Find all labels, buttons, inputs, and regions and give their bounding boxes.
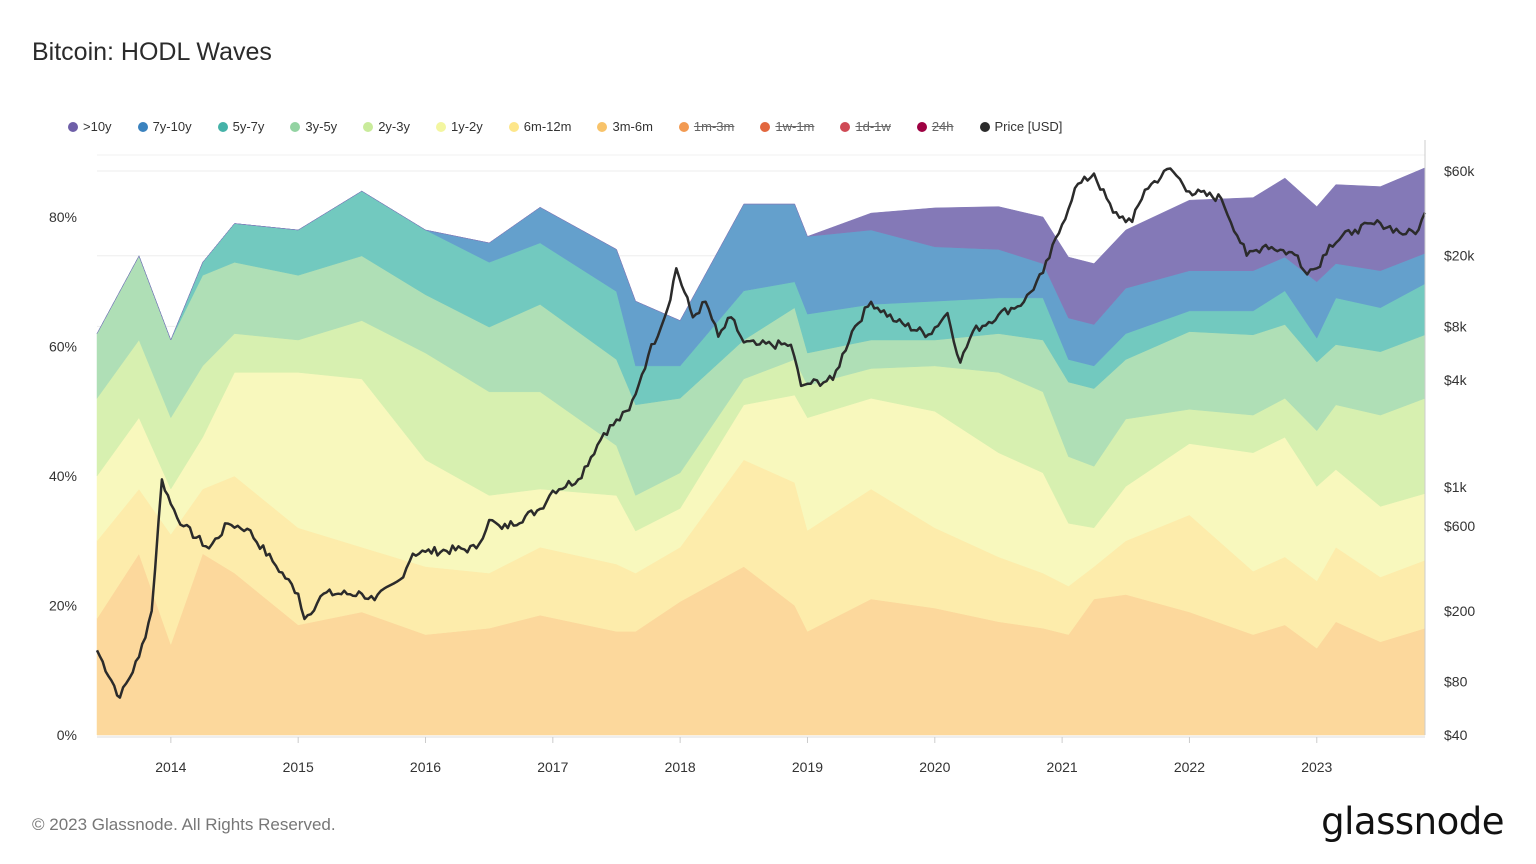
- legend-dot-icon: [290, 121, 301, 132]
- glassnode-logo[interactable]: glassnode: [1321, 800, 1504, 843]
- y-right-tick-label: $80: [1444, 674, 1468, 690]
- y-right-tick-label: $4k: [1444, 372, 1468, 388]
- x-tick-label: 2019: [792, 759, 823, 775]
- y-right-tick-label: $60k: [1444, 163, 1475, 179]
- x-tick-label: 2018: [665, 759, 696, 775]
- legend-item-2y-3y[interactable]: 2y-3y: [363, 119, 410, 134]
- legend-dot-icon: [137, 121, 148, 132]
- legend-item-1y-2y[interactable]: 1y-2y: [435, 119, 483, 134]
- x-tick-label: 2021: [1047, 759, 1078, 775]
- y-left-tick-label: 60%: [49, 339, 77, 355]
- legend-dot-icon: [217, 121, 228, 132]
- legend-dot-icon: [840, 121, 851, 132]
- legend-dot-icon: [597, 121, 608, 132]
- legend-label: 6m-12m: [523, 119, 572, 134]
- y-left-tick-label: 20%: [49, 598, 77, 614]
- x-axis: 2014 2015 2016 2017 2018 2019 2020 2021 2022 2023: [97, 736, 1425, 775]
- legend-item-7y-10y[interactable]: 7y-10y: [137, 119, 192, 134]
- y-right-tick-label: $40: [1444, 727, 1468, 743]
- legend-label: >10y: [83, 119, 112, 134]
- y-right-tick-label: $20k: [1444, 248, 1475, 264]
- y-left-tick-label: 40%: [49, 468, 77, 484]
- y-right-tick-label: $600: [1444, 518, 1475, 534]
- legend-dot-icon: [363, 121, 374, 132]
- legend-label: 24h: [931, 119, 954, 134]
- chart-title: Bitcoin: HODL Waves: [32, 38, 272, 66]
- legend-item-3y-5y[interactable]: 3y-5y: [290, 119, 337, 134]
- copyright-text: © 2023 Glassnode. All Rights Reserved.: [32, 815, 336, 834]
- legend-label: 1y-2y: [450, 119, 483, 134]
- x-tick-label: 2015: [283, 759, 314, 775]
- x-tick-label: 2022: [1174, 759, 1205, 775]
- legend-item-price-usd[interactable]: Price [USD]: [979, 119, 1063, 134]
- legend-label: 3m-6m: [612, 119, 653, 134]
- legend-item-6m-12m[interactable]: 6m-12m: [508, 119, 572, 134]
- legend-label: 1m-3m: [693, 119, 735, 134]
- price-line[interactable]: [95, 167, 1427, 699]
- x-tick-label: 2017: [537, 759, 568, 775]
- legend-item-1d-1w[interactable]: 1d-1w: [840, 119, 891, 134]
- legend-label: 2y-3y: [378, 119, 410, 134]
- right-axis: $40 $80 $200 $600 $1k $4k $8k $20k $60k: [1424, 140, 1475, 743]
- price-line-group: [95, 167, 1427, 699]
- y-right-tick-label: $8k: [1444, 318, 1468, 334]
- y-right-tick-label: $200: [1444, 603, 1475, 619]
- legend-dot-icon: [916, 121, 927, 132]
- x-tick-label: 2020: [919, 759, 950, 775]
- left-axis: 0% 20% 40% 60% 80%: [49, 209, 77, 743]
- y-left-tick-label: 0%: [57, 727, 77, 743]
- legend-item-3m-6m[interactable]: 3m-6m: [597, 119, 653, 134]
- legend-dot-icon: [979, 121, 990, 132]
- y-right-tick-label: $1k: [1444, 479, 1468, 495]
- legend-item-1w-1m[interactable]: 1w-1m: [760, 119, 814, 134]
- x-tick-label: 2014: [155, 759, 186, 775]
- legend-item-5y-7y[interactable]: 5y-7y: [217, 119, 265, 134]
- x-tick-label: 2016: [410, 759, 441, 775]
- legend-item-1m-3m[interactable]: 1m-3m: [678, 119, 735, 134]
- legend-label: Price [USD]: [994, 119, 1063, 134]
- legend-item-24h[interactable]: 24h: [916, 119, 954, 134]
- legend-item-10y[interactable]: >10y: [68, 119, 112, 134]
- legend-dot-icon: [678, 121, 689, 132]
- legend: >10y 7y-10y 5y-7y 3y-5y 2y-3y 1y-2y 6m-12m 3m-6…: [68, 119, 1088, 134]
- legend-label: 3y-5y: [305, 119, 338, 134]
- legend-label: 1w-1m: [775, 119, 815, 134]
- legend-dot-icon: [760, 121, 771, 132]
- legend-dot-icon: [68, 121, 78, 132]
- legend-label: 1d-1w: [855, 119, 891, 134]
- legend-dot-icon: [435, 121, 446, 132]
- x-tick-label: 2023: [1301, 759, 1332, 775]
- legend-label: 7y-10y: [152, 119, 192, 134]
- legend-label: 5y-7y: [232, 119, 265, 134]
- y-left-tick-label: 80%: [49, 209, 77, 225]
- stacked-bands: [96, 167, 1426, 736]
- legend-dot-icon: [508, 121, 519, 132]
